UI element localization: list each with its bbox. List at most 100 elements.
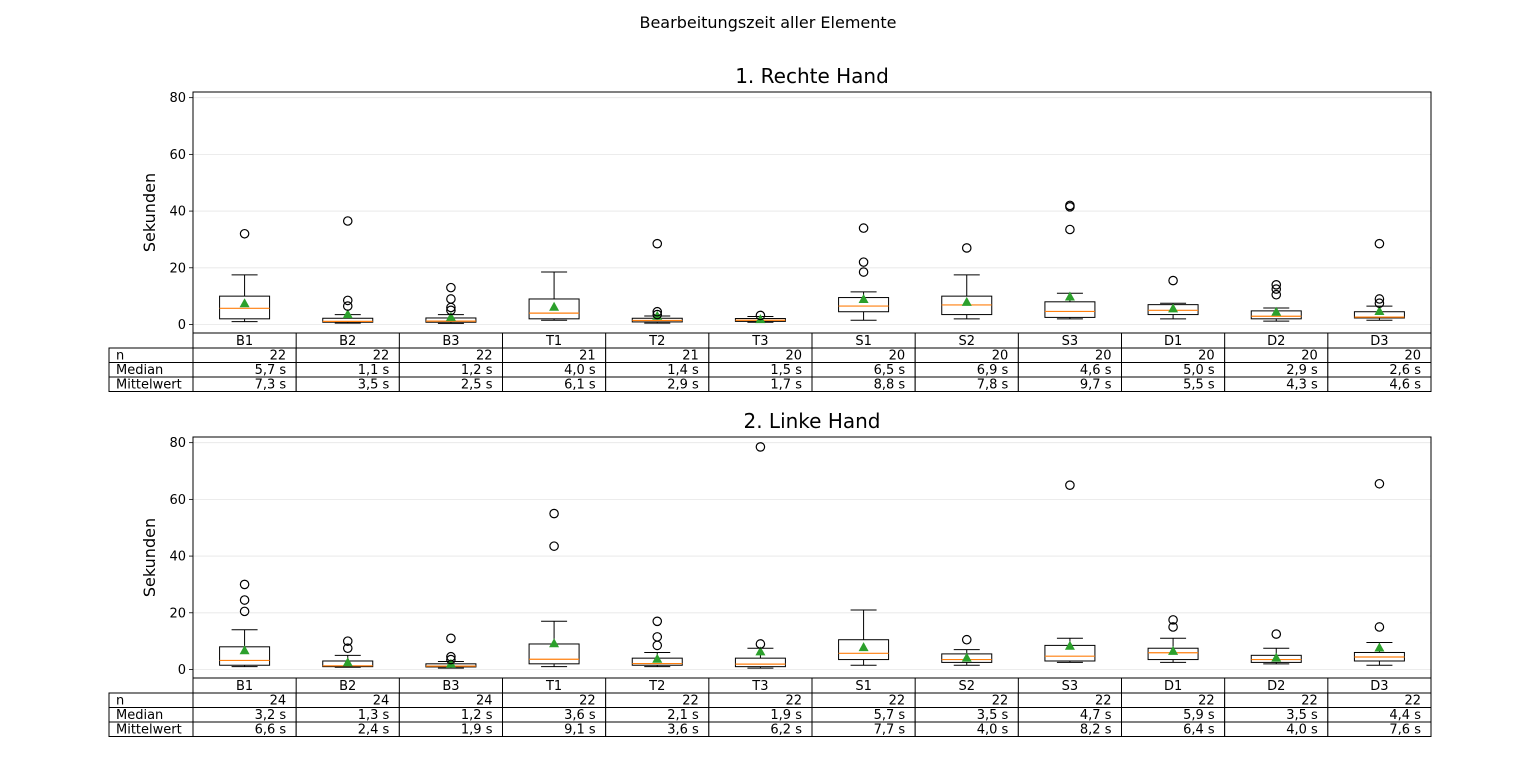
- box-S3: [1044, 480, 1096, 663]
- table-cell-value: 1,9 s: [461, 723, 493, 738]
- outlier-point: [342, 636, 353, 646]
- outlier-point: [1065, 480, 1075, 490]
- box-B1: [219, 579, 271, 668]
- table-cell-value: 6,2 s: [770, 723, 802, 738]
- outlier-point: [1374, 238, 1385, 249]
- table-cell-value: 2,9 s: [1286, 363, 1318, 378]
- table-column-label: T2: [648, 679, 665, 694]
- table-cell-value: 7,3 s: [255, 378, 287, 393]
- table-cell-value: 22: [992, 694, 1009, 709]
- table-column-label: D1: [1164, 679, 1182, 694]
- table-cell-value: 5,7 s: [255, 363, 287, 378]
- table-column-label: B1: [236, 679, 253, 694]
- table-cell-value: 22: [682, 694, 699, 709]
- table-cell-value: 2,5 s: [461, 378, 493, 393]
- box-B3: [425, 282, 477, 324]
- outlier-point: [755, 639, 766, 649]
- panel-title: 2. Linke Hand: [743, 409, 880, 433]
- y-tick-label: 80: [169, 91, 186, 106]
- outlier-point: [755, 310, 766, 321]
- y-tick-label: 60: [169, 493, 186, 508]
- outlier-point: [549, 541, 559, 551]
- table-cell-value: 5,9 s: [1183, 708, 1215, 723]
- table-column-label: B2: [339, 334, 356, 349]
- box-body: [528, 298, 580, 320]
- mean-marker: [858, 294, 869, 304]
- table-cell-value: 3,5 s: [1286, 708, 1318, 723]
- table-cell-value: 1,2 s: [461, 708, 493, 723]
- outlier-point: [446, 633, 456, 644]
- table-row-label: Mittelwert: [116, 378, 182, 393]
- outlier-point: [858, 223, 869, 233]
- mean-marker: [858, 642, 869, 652]
- table-cell: [1327, 721, 1432, 737]
- outlier-point: [1065, 200, 1075, 211]
- mean-marker: [1168, 303, 1179, 313]
- outlier-point: [1271, 289, 1282, 300]
- table-cell-value: 3,5 s: [977, 708, 1009, 723]
- box-body: [219, 295, 271, 320]
- mean-marker: [1064, 291, 1075, 301]
- outlier-point: [1374, 298, 1385, 309]
- outlier-point: [239, 579, 250, 590]
- table-cell-value: 2,4 s: [358, 723, 390, 738]
- table-cell-value: 20: [1198, 349, 1215, 364]
- outlier-point: [1168, 275, 1178, 286]
- outlier-point: [446, 294, 456, 304]
- table-cell-value: 2,6 s: [1389, 363, 1421, 378]
- outlier-point: [1271, 279, 1282, 290]
- table-cell-value: 9,1 s: [564, 723, 596, 738]
- outlier-point: [1065, 224, 1075, 235]
- table-cell-value: 4,6 s: [1389, 378, 1421, 393]
- outlier-point: [342, 295, 353, 306]
- mean-marker: [1374, 642, 1385, 652]
- box-S2: [941, 243, 993, 320]
- mean-marker: [1271, 306, 1282, 316]
- box-body: [322, 317, 374, 323]
- table-cell-value: 20: [1095, 349, 1112, 364]
- box-body: [838, 639, 890, 661]
- table-cell-value: 22: [270, 349, 287, 364]
- table-cell-value: 4,0 s: [564, 363, 596, 378]
- box-D3: [1353, 238, 1405, 321]
- table-cell-value: 3,6 s: [667, 723, 699, 738]
- box-D2: [1250, 279, 1302, 322]
- outlier-point: [549, 508, 559, 519]
- table-cell-value: 6,5 s: [874, 363, 906, 378]
- table-row-label: n: [116, 694, 124, 709]
- table-cell-value: 6,9 s: [977, 363, 1009, 378]
- table-cell-value: 22: [1404, 694, 1421, 709]
- table-column-label: S1: [855, 334, 872, 349]
- table-cell-value: 24: [270, 694, 287, 709]
- table-cell-value: 7,6 s: [1389, 723, 1421, 738]
- table-cell-value: 4,3 s: [1286, 378, 1318, 393]
- table-row-label: n: [116, 349, 124, 364]
- box-B2: [322, 216, 374, 324]
- y-tick-label: 40: [169, 205, 186, 220]
- table-cell-value: 5,7 s: [874, 708, 906, 723]
- outlier-point: [1271, 629, 1282, 639]
- outlier-point: [652, 238, 663, 249]
- table-cell-value: 20: [889, 349, 906, 364]
- outlier-point: [652, 309, 663, 320]
- table-cell-value: 20: [992, 349, 1009, 364]
- y-tick-label: 40: [169, 550, 186, 565]
- outlier-point: [1374, 294, 1385, 304]
- mean-marker: [342, 309, 353, 319]
- box-D3: [1353, 478, 1405, 666]
- panel-1: 1. Rechte Hand 0 20 40 60 80 Sekunden B1 B2 B3 T1 T…: [108, 64, 1432, 393]
- y-tick-label: 0: [178, 663, 186, 678]
- panel-title: 1. Rechte Hand: [735, 64, 889, 88]
- outlier-point: [858, 257, 869, 267]
- table-cell-value: 4,6 s: [1080, 363, 1112, 378]
- table-cell-value: 1,4 s: [667, 363, 699, 378]
- table-cell-value: 7,8 s: [977, 378, 1009, 393]
- table-cell-value: 22: [1301, 694, 1318, 709]
- table-cell-value: 1,1 s: [358, 363, 390, 378]
- outlier-point: [755, 442, 766, 452]
- table-cell-value: 4,0 s: [1286, 723, 1318, 738]
- box-B3: [425, 633, 477, 669]
- outlier-point: [239, 228, 250, 239]
- plot-frame: [192, 91, 1432, 334]
- table-cell-value: 5,5 s: [1183, 378, 1215, 393]
